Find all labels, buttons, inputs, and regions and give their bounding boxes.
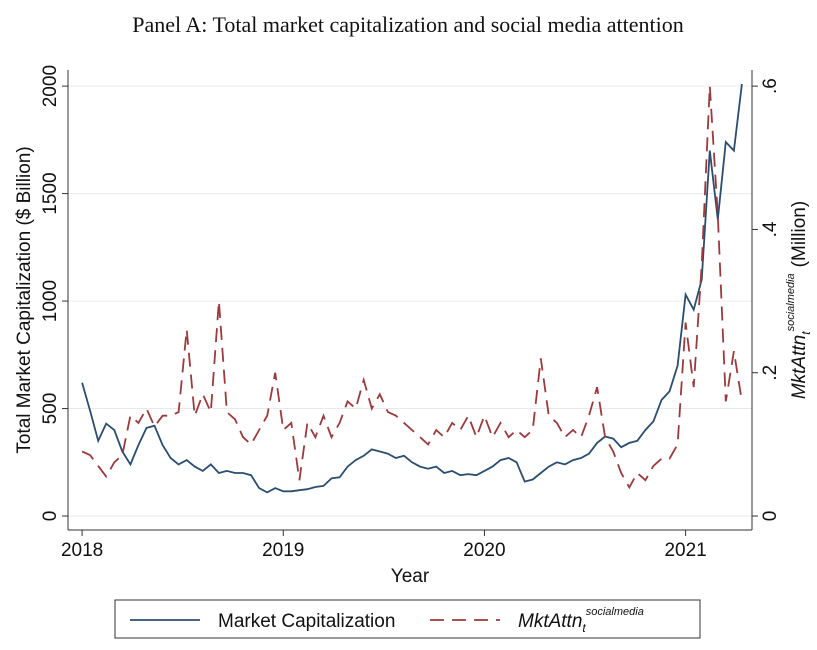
- y-tick-label: 1500: [40, 172, 61, 214]
- legend-label: MktAttntsocialmedia: [518, 606, 644, 635]
- x-tick-label: 2020: [463, 540, 505, 561]
- series-line: [81, 86, 743, 490]
- legend-label: Market Capitalization: [218, 611, 395, 632]
- y-tick-label: 500: [40, 393, 61, 425]
- y2-label-sub: t: [799, 331, 813, 335]
- y2-tick-label: 0: [760, 511, 781, 522]
- x-tick-label: 2018: [61, 540, 103, 561]
- y2-label-main: MktAttn: [789, 335, 810, 399]
- legend-name: MktAttn: [518, 611, 582, 632]
- y2-tick-label: .2: [760, 365, 781, 381]
- legend: Market Capitalization MktAttntsocialmedia: [114, 599, 701, 639]
- y-tick-label: 2000: [40, 65, 61, 107]
- y-axis-label: Total Market Capitalization ($ Billion): [14, 146, 35, 453]
- legend-box: [114, 599, 701, 639]
- x-axis-label: Year: [391, 566, 430, 587]
- legend-sup: socialmedia: [586, 606, 644, 618]
- y-tick-label: 0: [40, 511, 61, 522]
- legend-sub: t: [582, 621, 586, 635]
- x-tick-label: 2021: [664, 540, 706, 561]
- y2-tick-label: .6: [760, 78, 781, 94]
- x-tick-label: 2019: [262, 540, 304, 561]
- chart-title: Panel A: Total market capitalization and…: [132, 12, 684, 37]
- y-tick-label: 1000: [40, 280, 61, 322]
- y2-axis-label: MktAttntsocialmedia (Million): [785, 201, 813, 399]
- series-line: [81, 83, 743, 494]
- y2-label-unit: (Million): [789, 201, 810, 268]
- legend-name: Market Capitalization: [218, 611, 395, 632]
- y2-label-sup: socialmedia: [785, 273, 797, 331]
- y2-tick-label: .4: [760, 221, 781, 237]
